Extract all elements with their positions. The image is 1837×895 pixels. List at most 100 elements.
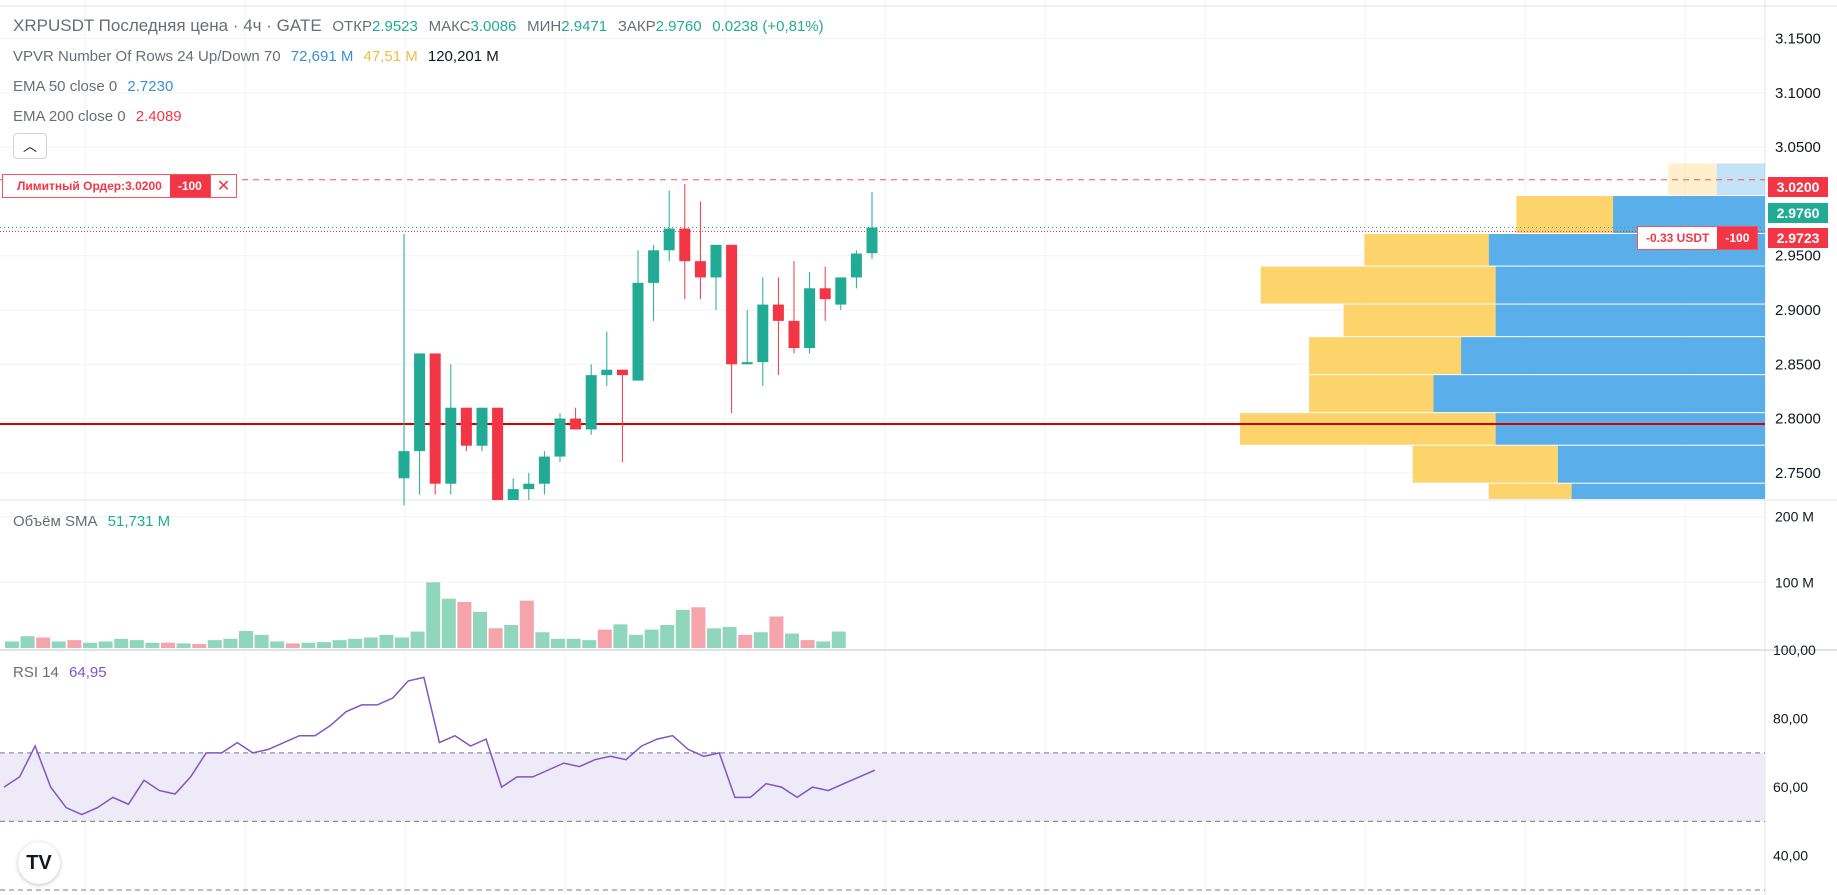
collapse-legend-button[interactable]: ︿ [13, 133, 47, 159]
price-tick-label: 3.1500 [1775, 31, 1821, 48]
volume-bar [769, 616, 784, 648]
volume-label: Объём SMA [13, 513, 98, 530]
close-icon[interactable]: ✕ [209, 175, 236, 197]
volume-bar [722, 626, 737, 648]
price-tick-label: 2.8000 [1775, 411, 1821, 428]
candle-down [460, 407, 472, 446]
candle-down [819, 288, 831, 300]
volume-bar [20, 636, 35, 648]
volume-legend[interactable]: Объём SMA 51,731 M [13, 513, 176, 530]
volume-bar [410, 631, 425, 648]
position-pnl: -0.33 USDT [1646, 231, 1710, 245]
candle-up [554, 418, 566, 457]
candle-up [648, 250, 660, 283]
position-label[interactable]: -0.33 USDT -100 [1637, 226, 1759, 250]
vpvr-up-bar [1571, 483, 1765, 499]
vpvr-up-bar [1495, 413, 1765, 445]
high-label: МАКС [428, 18, 471, 35]
vpvr-up-bar [1557, 445, 1765, 483]
tradingview-logo-icon[interactable]: TV [18, 842, 60, 884]
vpvr-down-bar [1516, 196, 1614, 233]
ema200-label: EMA 200 close 0 [13, 108, 126, 125]
vpvr-down-value: 47,51 M [363, 48, 418, 65]
volume-bar [551, 638, 565, 648]
volume-tick-label: 200 M [1775, 509, 1814, 525]
ema200-legend[interactable]: EMA 200 close 0 2.4089 [13, 108, 188, 125]
volume-profile [1240, 163, 1765, 499]
ema50-value: 2.7230 [127, 78, 174, 95]
rsi-tick-label: 60,00 [1773, 779, 1808, 795]
volume-bar [36, 637, 51, 648]
price-lines [0, 179, 1765, 425]
price-tick-label: 2.9500 [1775, 248, 1821, 265]
vpvr-down-bar [1260, 266, 1496, 304]
volume-bar [176, 643, 191, 648]
vpvr-legend[interactable]: VPVR Number Of Rows 24 Up/Down 70 72,691… [13, 48, 505, 65]
limit-price-tag: 3.0200 [1768, 177, 1828, 197]
vpvr-up-bar [1461, 337, 1765, 375]
volume-bar [566, 638, 581, 648]
volume-bar [457, 602, 472, 648]
volume-bar [582, 640, 597, 648]
volume-bar [98, 641, 113, 648]
volume-bar [831, 631, 846, 648]
vpvr-up-bar [1495, 266, 1765, 304]
rsi-tick-label: 40,00 [1773, 848, 1808, 864]
candle-up [804, 288, 816, 348]
price-tick-label: 2.7500 [1775, 465, 1821, 482]
candle-up [414, 353, 426, 452]
close-value: 2.9760 [655, 18, 702, 35]
low-value: 2.9471 [561, 18, 608, 35]
vpvr-up-bar [1433, 375, 1765, 413]
volume-bar [285, 643, 300, 648]
candle-down [570, 418, 582, 430]
volume-bar [691, 607, 706, 648]
limit-order-label[interactable]: Лимитный Ордер:3.0200 -100 ✕ [2, 174, 238, 198]
position-qty: -100 [1717, 227, 1758, 249]
limit-order-qty: -100 [169, 175, 210, 197]
candle-down [788, 320, 800, 348]
volume-value: 51,731 M [107, 513, 171, 530]
vpvr-down-bar [1240, 413, 1496, 445]
vpvr-down-bar [1364, 234, 1489, 266]
volume-bar [348, 638, 363, 648]
volume-bar [223, 638, 238, 648]
volume-bar [301, 642, 316, 648]
symbol-legend: XRPUSDT Последняя цена · 4ч · GATE ОТКР2… [13, 16, 830, 36]
volume-bar [317, 642, 331, 648]
ema200-value: 2.4089 [135, 108, 182, 125]
volume-bar [504, 625, 519, 648]
vpvr-total-value: 120,201 M [427, 48, 499, 65]
symbol-title[interactable]: XRPUSDT Последняя цена · 4ч · GATE [13, 16, 322, 35]
volume-bar [473, 611, 487, 648]
volume-bar [535, 632, 550, 648]
rsi-legend[interactable]: RSI 14 64,95 [13, 664, 113, 681]
volume-bar [114, 638, 129, 648]
volume-bar [644, 629, 659, 648]
candle-up [663, 228, 675, 251]
position-price-tag: 2.9723 [1768, 228, 1828, 248]
rsi-tick-label: 100,00 [1773, 642, 1816, 658]
volume-bar [785, 633, 799, 648]
vpvr-down-bar [1309, 375, 1434, 413]
ema50-label: EMA 50 close 0 [13, 78, 118, 95]
candle-down [492, 407, 504, 500]
volume-bar [363, 637, 378, 648]
volume-bar [629, 634, 643, 648]
volume-tick-label: 100 M [1775, 574, 1814, 590]
vpvr-down-bar [1309, 337, 1462, 375]
candle-down [429, 353, 441, 484]
volume-bar [145, 642, 160, 648]
candle-down [726, 244, 738, 365]
ema50-legend[interactable]: EMA 50 close 0 2.7230 [13, 78, 179, 95]
volume-bar [129, 640, 144, 648]
candle-up [476, 407, 488, 446]
volume-bar [613, 624, 628, 648]
volume-bar [800, 640, 815, 648]
chevron-up-icon: ︿ [23, 138, 37, 154]
vpvr-down-bar [1412, 445, 1558, 483]
candle-up [741, 362, 753, 365]
volume-bar [254, 634, 269, 648]
candlestick-series [398, 184, 878, 506]
